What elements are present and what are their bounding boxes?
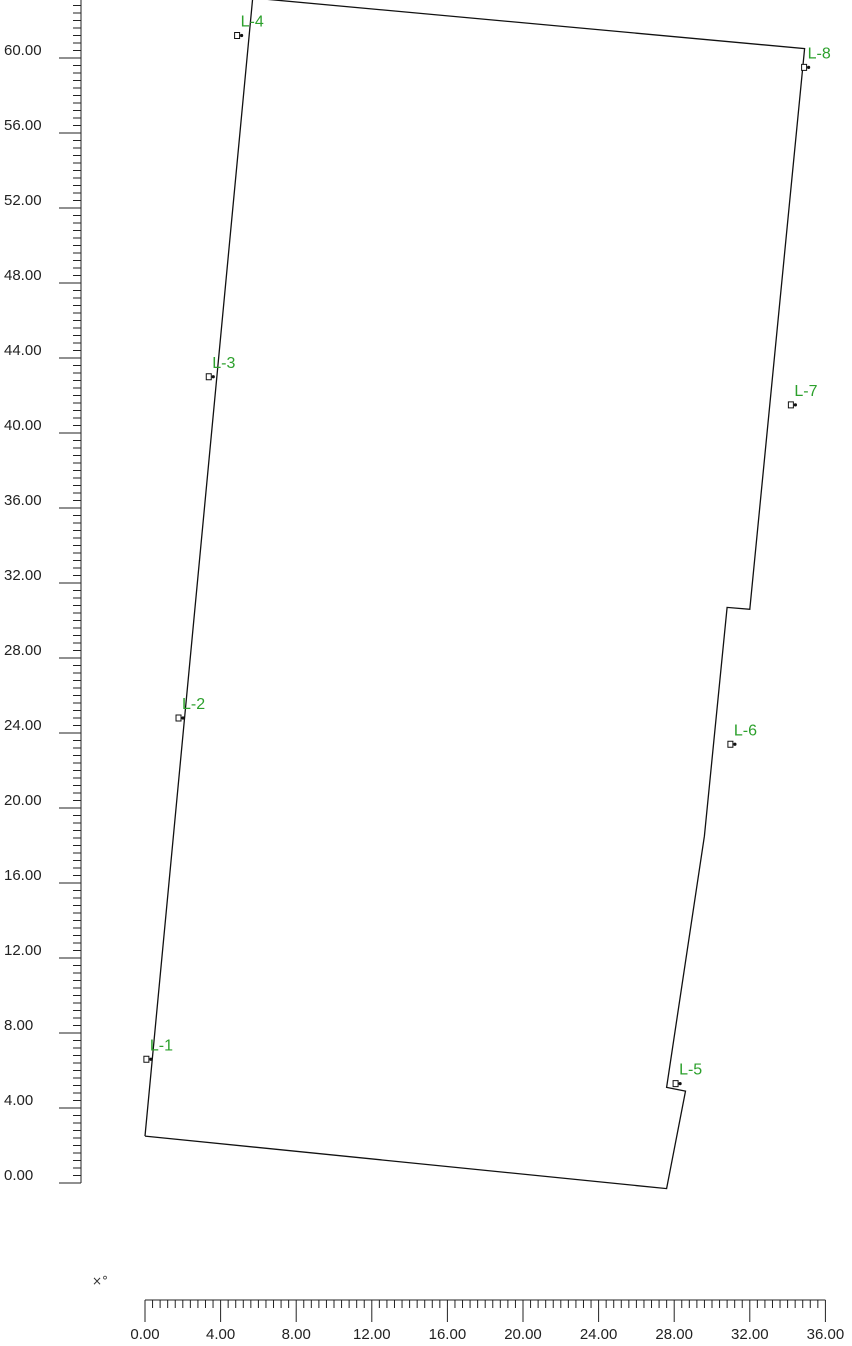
survey-point-label: L-5 [679,1062,702,1079]
survey-marker-icon [205,373,212,381]
survey-marker-icon [787,401,794,409]
y-tick-label: 32.00 [4,567,42,584]
x-tick-label: 8.00 [282,1326,311,1343]
survey-marker-icon [727,740,734,748]
survey-points: L-1 L-2 L-3 L-4 L-5 L-6 L-7 L-8 [143,14,831,1088]
x-tick-label: 16.00 [429,1326,467,1343]
survey-point-dot [733,742,737,746]
survey-point-label: L-8 [808,45,831,62]
y-tick-label: 56.00 [4,117,42,134]
survey-point-label: L-1 [150,1037,173,1054]
x-tick-label: 4.00 [206,1326,235,1343]
x-tick-label: 20.00 [504,1326,542,1343]
survey-point-dot [807,65,811,69]
survey-point-dot [793,403,797,407]
survey-point-label: L-3 [212,355,235,372]
survey-marker-icon [234,32,241,39]
survey-point: L-6 [727,722,757,748]
y-tick-label: 28.00 [4,642,42,659]
survey-point: L-4 [234,14,264,39]
survey-point: L-7 [787,383,818,409]
y-tick-label: 12.00 [4,942,42,959]
survey-point-label: L-2 [182,696,205,713]
survey-point-dot [678,1082,682,1086]
y-tick-label: 48.00 [4,267,42,284]
survey-point-label: L-6 [734,722,757,739]
x-tick-label: 28.00 [655,1326,693,1343]
y-tick-label: 44.00 [4,342,42,359]
x-tick-label: 12.00 [353,1326,391,1343]
survey-point-dot [181,716,185,720]
survey-marker-icon [801,63,808,71]
x-tick-label: 32.00 [731,1326,769,1343]
y-tick-label: 20.00 [4,792,42,809]
origin-marker-icon: ×° [92,1274,108,1288]
survey-point: L-5 [672,1062,702,1088]
x-tick-label: 24.00 [580,1326,618,1343]
y-tick-label: 8.00 [4,1017,33,1034]
survey-point-label: L-7 [794,383,817,400]
survey-point: L-1 [143,1037,173,1063]
survey-point: L-3 [205,355,235,381]
y-tick-label: 60.00 [4,42,42,59]
y-tick-label: 40.00 [4,417,42,434]
survey-point-dot [211,375,215,379]
x-tick-label: 0.00 [130,1326,159,1343]
survey-point: L-8 [801,45,831,71]
y-tick-label: 4.00 [4,1092,33,1109]
survey-point-dot [149,1057,153,1061]
survey-point: L-2 [175,696,205,722]
survey-marker-icon [143,1055,150,1063]
y-tick-label: 0.00 [4,1167,33,1184]
y-axis: 0.00 4.00 8.00 12.00 16.00 20.00 24.00 28.00 32.… [4,0,82,1184]
site-boundary [144,0,806,1190]
survey-point-dot [240,33,244,38]
x-tick-label: 36.00 [807,1326,845,1343]
y-tick-label: 16.00 [4,867,42,884]
y-tick-label: 36.00 [4,492,42,509]
y-tick-label: 24.00 [4,717,42,734]
y-tick-label: 52.00 [4,192,42,209]
survey-point-label: L-4 [241,14,264,31]
x-axis: 0.00 4.00 8.00 12.00 16.00 20.00 24.00 28.00 32.… [130,1299,845,1343]
survey-marker-icon [672,1080,679,1088]
survey-marker-icon [175,714,182,722]
